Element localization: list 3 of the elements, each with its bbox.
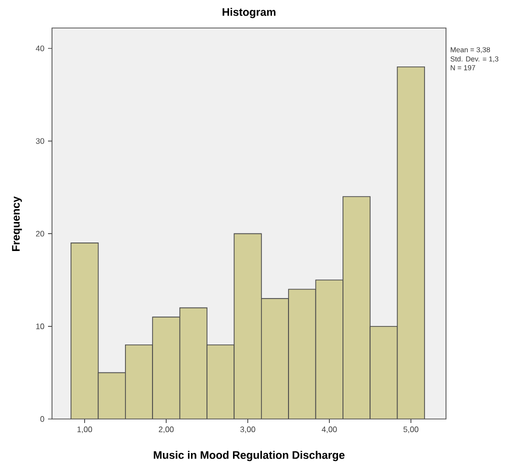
x-axis-title: Music in Mood Regulation Discharge: [154, 450, 345, 462]
y-axis-title: Frequency: [12, 196, 22, 251]
chart-title: Histogram: [222, 8, 276, 18]
